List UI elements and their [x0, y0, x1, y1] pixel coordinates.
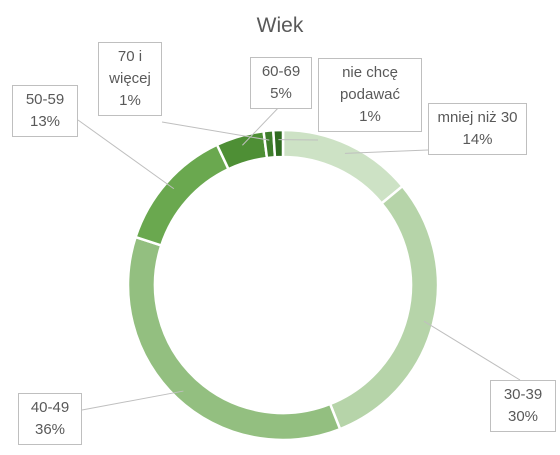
data-label: 40-49 36%	[18, 393, 82, 445]
donut-slice	[134, 143, 231, 248]
chart-title: Wiek	[256, 14, 304, 37]
label-category: mniej niż 30	[437, 109, 518, 126]
label-category: 50-59	[25, 91, 65, 108]
label-category: nie chcę podawać	[339, 64, 401, 103]
label-category: 30-39	[503, 386, 543, 403]
donut-slice	[215, 129, 269, 171]
data-label: 70 i więcej 1%	[98, 42, 162, 116]
label-category: 40-49	[30, 399, 70, 416]
donut-slice	[281, 128, 405, 206]
label-value: 5%	[270, 85, 292, 102]
leader-line	[344, 149, 429, 154]
label-value: 13%	[29, 113, 61, 130]
data-label: nie chcę podawać 1%	[318, 58, 422, 132]
donut-slice	[271, 128, 285, 159]
donut-slice	[328, 184, 440, 431]
label-category: 70 i więcej	[109, 48, 151, 87]
data-label: 50-59 13%	[12, 85, 78, 137]
data-label: mniej niż 30 14%	[428, 103, 527, 155]
data-label: 60-69 5%	[250, 57, 312, 109]
leader-line	[81, 390, 184, 411]
label-value: 30%	[507, 408, 539, 425]
label-value: 1%	[119, 92, 141, 109]
leader-line	[77, 119, 175, 190]
label-value: 36%	[34, 421, 66, 438]
leader-line	[161, 121, 270, 141]
label-value: 14%	[462, 131, 493, 148]
leader-line	[423, 320, 521, 381]
data-label: 30-39 30%	[490, 380, 556, 432]
donut-slice	[126, 235, 342, 442]
label-value: 1%	[359, 108, 381, 125]
leader-line	[242, 104, 282, 146]
label-category: 60-69	[261, 63, 301, 80]
